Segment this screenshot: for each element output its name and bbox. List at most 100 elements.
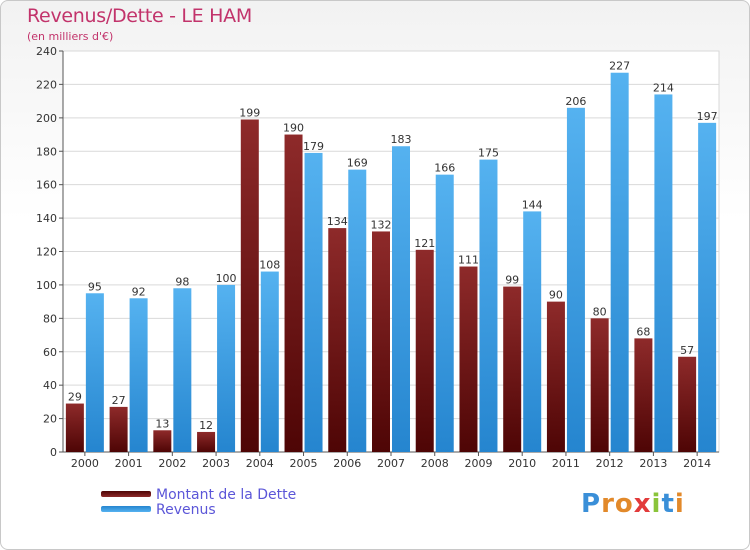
data-label-dette: 27	[112, 394, 126, 407]
y-tick-label: 100	[36, 279, 57, 292]
data-label-revenus: 166	[434, 162, 455, 175]
logo-letter: P	[581, 489, 602, 519]
data-label-revenus: 95	[88, 280, 102, 293]
bar-dette	[634, 338, 653, 452]
data-label-revenus: 108	[259, 259, 280, 272]
x-tick-label: 2004	[246, 457, 274, 470]
bar-dette	[503, 286, 522, 452]
x-tick-label: 2012	[596, 457, 624, 470]
bar-dette	[459, 266, 478, 452]
y-tick-label: 200	[36, 112, 57, 125]
legend-label-revenus: Revenus	[156, 502, 216, 518]
logo-letter: x	[633, 489, 652, 519]
bar-dette	[415, 249, 434, 452]
y-tick-label: 40	[43, 379, 57, 392]
x-tick-label: 2002	[158, 457, 186, 470]
y-tick-label: 180	[36, 145, 57, 158]
x-tick-label: 2011	[552, 457, 580, 470]
bar-dette	[284, 134, 303, 452]
bar-dette	[372, 231, 390, 452]
x-tick-label: 2000	[71, 457, 99, 470]
y-tick-label: 60	[43, 346, 57, 359]
data-label-dette: 132	[371, 218, 392, 231]
y-tick-label: 220	[36, 78, 57, 91]
bar-revenus	[217, 284, 236, 452]
data-label-dette: 121	[414, 237, 435, 250]
y-tick-label: 80	[43, 312, 57, 325]
y-tick-label: 160	[36, 179, 57, 192]
data-label-dette: 80	[593, 305, 607, 318]
bar-dette	[240, 119, 259, 453]
logo-letter: o	[614, 489, 634, 519]
chart-title: Revenus/Dette - LE HAM	[27, 5, 252, 27]
logo-letter: i	[674, 489, 685, 519]
x-tick-label: 2014	[683, 457, 711, 470]
y-tick-label: 0	[50, 446, 57, 459]
data-label-revenus: 183	[391, 133, 412, 146]
bar-revenus	[479, 159, 498, 452]
bar-dette	[109, 406, 128, 452]
legend-label-dette: Montant de la Dette	[156, 487, 297, 503]
data-label-revenus: 175	[478, 147, 499, 160]
bar-revenus	[392, 146, 410, 453]
bar-revenus	[523, 211, 542, 452]
data-label-dette: 190	[283, 122, 304, 135]
data-label-dette: 13	[155, 417, 169, 430]
chart-subtitle: (en milliers d'€)	[27, 30, 114, 43]
y-tick-label: 120	[36, 246, 57, 259]
proxiti-logo: Proxiti	[581, 489, 685, 519]
bar-dette	[678, 356, 697, 452]
bar-revenus	[304, 152, 323, 452]
bar-revenus	[435, 174, 454, 452]
data-label-revenus: 227	[609, 60, 630, 73]
logo-letter: i	[651, 489, 662, 519]
bar-dette	[153, 430, 172, 452]
data-label-revenus: 144	[522, 198, 543, 211]
data-label-revenus: 214	[653, 81, 674, 94]
data-label-revenus: 206	[565, 95, 586, 108]
logo-letter: t	[661, 489, 675, 519]
legend-swatch-dette	[101, 491, 151, 497]
data-label-revenus: 98	[175, 275, 189, 288]
data-label-dette: 99	[505, 274, 519, 287]
bar-revenus	[260, 271, 279, 452]
bar-revenus	[566, 107, 585, 452]
x-tick-label: 2007	[377, 457, 405, 470]
logo-letter: r	[601, 489, 615, 519]
bar-revenus	[85, 293, 104, 452]
x-tick-label: 2009	[464, 457, 492, 470]
data-label-revenus: 197	[697, 110, 718, 123]
x-tick-label: 2010	[508, 457, 536, 470]
bar-revenus	[610, 72, 629, 453]
data-label-revenus: 92	[132, 285, 146, 298]
x-tick-label: 2013	[639, 457, 667, 470]
data-label-revenus: 179	[303, 140, 324, 153]
data-label-dette: 90	[549, 289, 563, 302]
y-tick-label: 140	[36, 212, 57, 225]
y-tick-label: 240	[36, 45, 57, 58]
data-label-revenus: 169	[347, 157, 368, 170]
bar-revenus	[698, 122, 717, 453]
data-label-dette: 29	[68, 391, 82, 404]
y-tick-label: 20	[43, 413, 57, 426]
bar-dette	[590, 318, 609, 452]
data-label-dette: 68	[636, 325, 650, 338]
x-tick-label: 2005	[290, 457, 318, 470]
bar-revenus	[129, 298, 148, 452]
data-label-revenus: 100	[216, 272, 237, 285]
x-tick-label: 2008	[421, 457, 449, 470]
data-label-dette: 199	[239, 107, 260, 120]
bar-revenus	[348, 169, 367, 453]
x-tick-label: 2006	[333, 457, 361, 470]
data-label-dette: 57	[680, 344, 694, 357]
x-tick-label: 2003	[202, 457, 230, 470]
bar-dette	[65, 403, 84, 452]
data-label-dette: 12	[199, 419, 213, 432]
bar-dette	[197, 431, 216, 452]
x-tick-label: 2001	[115, 457, 143, 470]
data-label-dette: 111	[458, 254, 479, 267]
legend-swatch-revenus	[101, 506, 151, 512]
bar-revenus	[173, 288, 192, 452]
